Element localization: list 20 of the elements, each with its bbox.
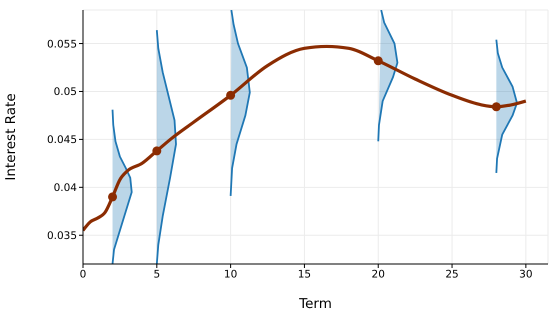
line-series (83, 44, 528, 232)
x-axis-title: Term (298, 296, 332, 312)
point (226, 90, 236, 100)
point (152, 146, 162, 156)
y-axis-title: Interest Rate (2, 93, 19, 181)
y-tick-label: 0.05 (54, 86, 77, 98)
x-tick-label: 25 (445, 268, 459, 280)
point (492, 102, 501, 112)
x-tick-label: 15 (298, 268, 312, 280)
y-tick-label: 0.045 (46, 134, 77, 146)
x-tick-label: 30 (519, 268, 533, 280)
point (374, 56, 383, 66)
x-tick-label: 20 (372, 268, 385, 280)
x-tick-label: 10 (224, 268, 238, 280)
y-tick-label: 0.035 (46, 230, 77, 242)
y-tick-label: 0.04 (54, 182, 78, 194)
y-tick-label: 0.055 (46, 38, 77, 50)
point (108, 192, 118, 202)
x-tick-label: 5 (153, 268, 160, 280)
x-tick-label: 0 (80, 268, 86, 280)
